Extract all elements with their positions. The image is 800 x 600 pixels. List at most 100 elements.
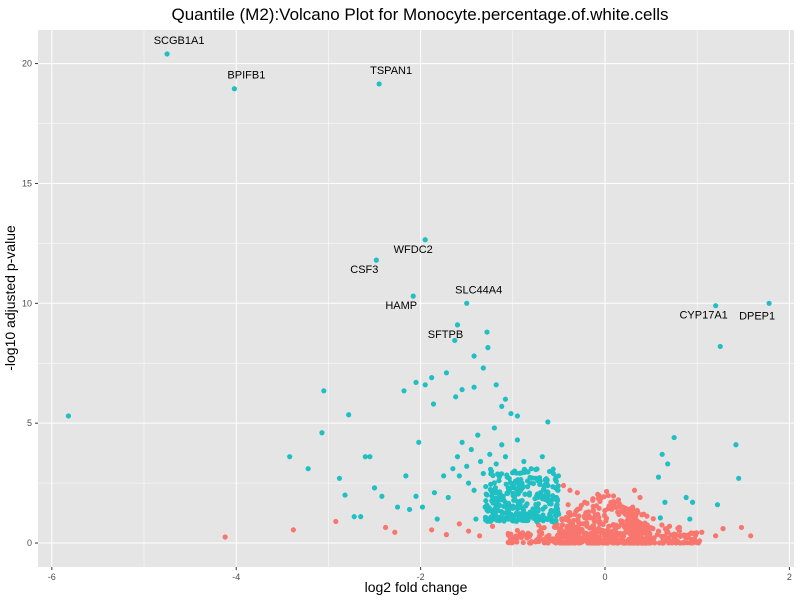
nonsignificant-point [590,496,596,502]
significant-points [65,329,742,525]
significant-point [522,491,528,497]
significant-point [519,498,525,504]
labeled-gene-points [164,51,772,328]
significant-point [518,512,524,519]
significant-point [492,505,498,511]
gene-label: BPIFB1 [227,70,265,82]
significant-point [662,499,668,505]
significant-point [526,490,533,496]
significant-point [487,451,493,457]
nonsignificant-point [580,521,586,527]
nonsignificant-point [581,533,588,539]
significant-point [533,466,539,473]
significant-point [683,494,689,501]
significant-point [556,511,562,517]
significant-point [524,501,530,507]
significant-point [505,508,512,514]
nonsignificant-point [633,539,639,546]
significant-point [534,493,540,499]
nonsignificant-point [644,513,650,519]
nonsignificant-point [605,492,611,499]
significant-point [514,437,521,443]
significant-point [503,481,509,487]
nonsignificant-point [650,516,656,522]
significant-point [499,471,505,477]
significant-point [406,506,413,513]
nonsignificant-point [560,482,567,489]
significant-point [504,490,511,497]
nonsignificant-point [565,529,571,535]
significant-point [321,388,327,394]
nonsignificant-point [612,533,618,539]
y-axis-label: -log10 adjusted p-value [2,225,18,371]
nonsignificant-point [592,512,599,518]
x-tick-label: -4 [232,572,240,582]
nonsignificant-point [591,518,597,524]
nonsignificant-point [456,521,462,527]
significant-point [480,470,486,477]
significant-point [371,485,378,491]
gene-label: SCGB1A1 [154,35,205,47]
nonsignificant-point [533,538,539,545]
significant-point [483,517,489,523]
chart-title: Quantile (M2):Volcano Plot for Monocyte.… [171,5,668,24]
significant-point [717,343,723,350]
nonsignificant-point [590,507,596,513]
nonsignificant-point [590,503,596,509]
significant-point [471,353,477,359]
significant-point [471,384,477,390]
nonsignificant-point [582,515,588,521]
gene-label: HAMP [385,300,417,312]
nonsignificant-point [665,535,671,541]
significant-point [287,454,293,460]
significant-point [358,514,364,520]
significant-point [508,410,514,417]
nonsignificant-point [620,534,626,540]
significant-point [454,454,461,460]
nonsignificant-point [563,516,569,523]
significant-point [501,503,507,509]
labeled-point [713,303,719,309]
nonsignificant-point [684,540,690,546]
significant-point [419,504,426,510]
significant-point [553,474,559,480]
nonsignificant-point [528,539,535,545]
significant-point [514,413,521,419]
labeled-point [164,51,170,57]
significant-point [362,454,368,460]
significant-point [512,493,518,499]
nonsignificant-point [477,533,483,539]
significant-point [671,434,677,441]
significant-point [367,454,373,460]
gene-label: TSPAN1 [370,65,412,77]
significant-point [65,413,72,419]
significant-point [546,501,553,507]
nonsignificant-point [738,524,745,531]
significant-point [553,496,559,502]
nonsignificant-point [507,532,513,538]
significant-point [499,442,505,448]
significant-point [401,388,407,394]
significant-point [523,516,529,522]
gene-label: CYP17A1 [679,310,727,322]
significant-point [530,515,536,521]
nonsignificant-point [626,540,633,546]
nonsignificant-point [644,526,651,533]
nonsignificant-point [659,522,665,528]
nonsignificant-point [520,539,526,546]
nonsignificant-point [565,502,571,508]
significant-point [518,476,524,483]
nonsignificant-point [524,535,530,541]
nonsignificant-point [635,519,641,525]
x-axis-label: log2 fold change [365,579,468,595]
gene-label: SLC44A4 [455,284,502,296]
significant-point [659,451,665,457]
significant-point [484,503,490,509]
nonsignificant-point [556,534,562,541]
significant-point [493,461,499,467]
significant-point [443,370,450,376]
significant-point [533,501,539,508]
significant-point [525,469,531,475]
significant-point [422,382,428,388]
significant-point [491,425,497,431]
